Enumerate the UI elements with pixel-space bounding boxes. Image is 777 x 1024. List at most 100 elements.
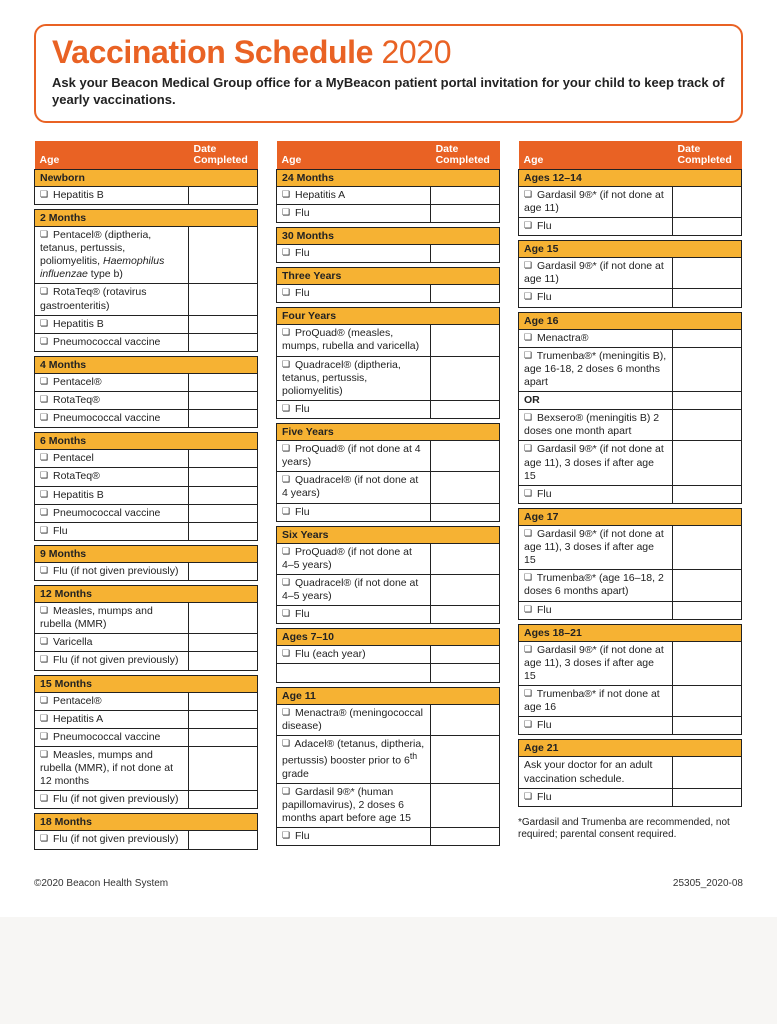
date-completed-cell[interactable] <box>189 373 258 391</box>
checkbox-icon[interactable]: ❏ <box>524 791 532 802</box>
date-completed-cell[interactable] <box>431 245 500 263</box>
date-completed-cell[interactable] <box>673 570 742 601</box>
date-completed-cell[interactable] <box>673 258 742 289</box>
checkbox-icon[interactable]: ❏ <box>40 376 48 387</box>
date-completed-cell[interactable] <box>431 204 500 222</box>
date-completed-cell[interactable] <box>189 831 258 849</box>
date-completed-cell[interactable] <box>673 218 742 236</box>
checkbox-icon[interactable]: ❏ <box>40 286 48 297</box>
checkbox-icon[interactable]: ❏ <box>524 644 532 655</box>
checkbox-icon[interactable]: ❏ <box>524 260 532 271</box>
checkbox-icon[interactable]: ❏ <box>40 833 48 844</box>
checkbox-icon[interactable]: ❏ <box>40 489 48 500</box>
checkbox-icon[interactable]: ❏ <box>40 507 48 518</box>
date-completed-cell[interactable] <box>189 410 258 428</box>
checkbox-icon[interactable]: ❏ <box>524 443 532 454</box>
checkbox-icon[interactable]: ❏ <box>524 220 532 231</box>
date-completed-cell[interactable] <box>431 664 500 682</box>
checkbox-icon[interactable]: ❏ <box>282 830 290 841</box>
checkbox-icon[interactable]: ❏ <box>40 654 48 665</box>
checkbox-icon[interactable]: ❏ <box>40 749 48 760</box>
date-completed-cell[interactable] <box>431 783 500 827</box>
date-completed-cell[interactable] <box>673 601 742 619</box>
checkbox-icon[interactable]: ❏ <box>282 474 290 485</box>
date-completed-cell[interactable] <box>189 791 258 809</box>
date-completed-cell[interactable] <box>189 226 258 284</box>
checkbox-icon[interactable]: ❏ <box>524 528 532 539</box>
checkbox-icon[interactable]: ❏ <box>282 577 290 588</box>
checkbox-icon[interactable]: ❏ <box>282 327 290 338</box>
date-completed-cell[interactable] <box>431 325 500 356</box>
date-completed-cell[interactable] <box>673 788 742 806</box>
date-completed-cell[interactable] <box>431 503 500 521</box>
date-completed-cell[interactable] <box>673 392 742 410</box>
date-completed-cell[interactable] <box>431 543 500 574</box>
checkbox-icon[interactable]: ❏ <box>282 707 290 718</box>
date-completed-cell[interactable] <box>673 757 742 788</box>
checkbox-icon[interactable]: ❏ <box>40 452 48 463</box>
checkbox-icon[interactable]: ❏ <box>40 525 48 536</box>
checkbox-icon[interactable]: ❏ <box>282 648 290 659</box>
date-completed-cell[interactable] <box>673 289 742 307</box>
date-completed-cell[interactable] <box>189 522 258 540</box>
checkbox-icon[interactable]: ❏ <box>40 336 48 347</box>
checkbox-icon[interactable]: ❏ <box>40 695 48 706</box>
date-completed-cell[interactable] <box>673 717 742 735</box>
checkbox-icon[interactable]: ❏ <box>282 189 290 200</box>
checkbox-icon[interactable]: ❏ <box>40 713 48 724</box>
checkbox-icon[interactable]: ❏ <box>40 636 48 647</box>
date-completed-cell[interactable] <box>431 735 500 783</box>
date-completed-cell[interactable] <box>189 315 258 333</box>
checkbox-icon[interactable]: ❏ <box>40 189 48 200</box>
checkbox-icon[interactable]: ❏ <box>40 318 48 329</box>
checkbox-icon[interactable]: ❏ <box>524 332 532 343</box>
date-completed-cell[interactable] <box>673 686 742 717</box>
date-completed-cell[interactable] <box>189 634 258 652</box>
checkbox-icon[interactable]: ❏ <box>282 359 290 370</box>
date-completed-cell[interactable] <box>189 333 258 351</box>
date-completed-cell[interactable] <box>189 562 258 580</box>
date-completed-cell[interactable] <box>189 504 258 522</box>
checkbox-icon[interactable]: ❏ <box>40 470 48 481</box>
date-completed-cell[interactable] <box>431 186 500 204</box>
date-completed-cell[interactable] <box>189 746 258 790</box>
date-completed-cell[interactable] <box>673 641 742 685</box>
checkbox-icon[interactable]: ❏ <box>40 793 48 804</box>
date-completed-cell[interactable] <box>673 525 742 569</box>
date-completed-cell[interactable] <box>431 400 500 418</box>
checkbox-icon[interactable]: ❏ <box>40 229 48 240</box>
date-completed-cell[interactable] <box>431 704 500 735</box>
checkbox-icon[interactable]: ❏ <box>282 786 290 797</box>
date-completed-cell[interactable] <box>189 728 258 746</box>
checkbox-icon[interactable]: ❏ <box>282 506 290 517</box>
date-completed-cell[interactable] <box>673 410 742 441</box>
checkbox-icon[interactable]: ❏ <box>282 403 290 414</box>
date-completed-cell[interactable] <box>189 186 258 204</box>
date-completed-cell[interactable] <box>431 828 500 846</box>
date-completed-cell[interactable] <box>189 392 258 410</box>
checkbox-icon[interactable]: ❏ <box>282 207 290 218</box>
date-completed-cell[interactable] <box>189 468 258 486</box>
checkbox-icon[interactable]: ❏ <box>282 287 290 298</box>
date-completed-cell[interactable] <box>673 441 742 485</box>
date-completed-cell[interactable] <box>431 646 500 664</box>
date-completed-cell[interactable] <box>431 441 500 472</box>
date-completed-cell[interactable] <box>431 356 500 400</box>
date-completed-cell[interactable] <box>431 472 500 503</box>
checkbox-icon[interactable]: ❏ <box>282 443 290 454</box>
checkbox-icon[interactable]: ❏ <box>282 247 290 258</box>
date-completed-cell[interactable] <box>189 486 258 504</box>
date-completed-cell[interactable] <box>189 652 258 670</box>
date-completed-cell[interactable] <box>431 285 500 303</box>
checkbox-icon[interactable]: ❏ <box>524 291 532 302</box>
checkbox-icon[interactable]: ❏ <box>524 189 532 200</box>
checkbox-icon[interactable]: ❏ <box>40 412 48 423</box>
date-completed-cell[interactable] <box>189 710 258 728</box>
checkbox-icon[interactable]: ❏ <box>40 605 48 616</box>
checkbox-icon[interactable]: ❏ <box>524 604 532 615</box>
date-completed-cell[interactable] <box>189 603 258 634</box>
checkbox-icon[interactable]: ❏ <box>40 731 48 742</box>
date-completed-cell[interactable] <box>673 485 742 503</box>
date-completed-cell[interactable] <box>673 186 742 217</box>
checkbox-icon[interactable]: ❏ <box>40 394 48 405</box>
